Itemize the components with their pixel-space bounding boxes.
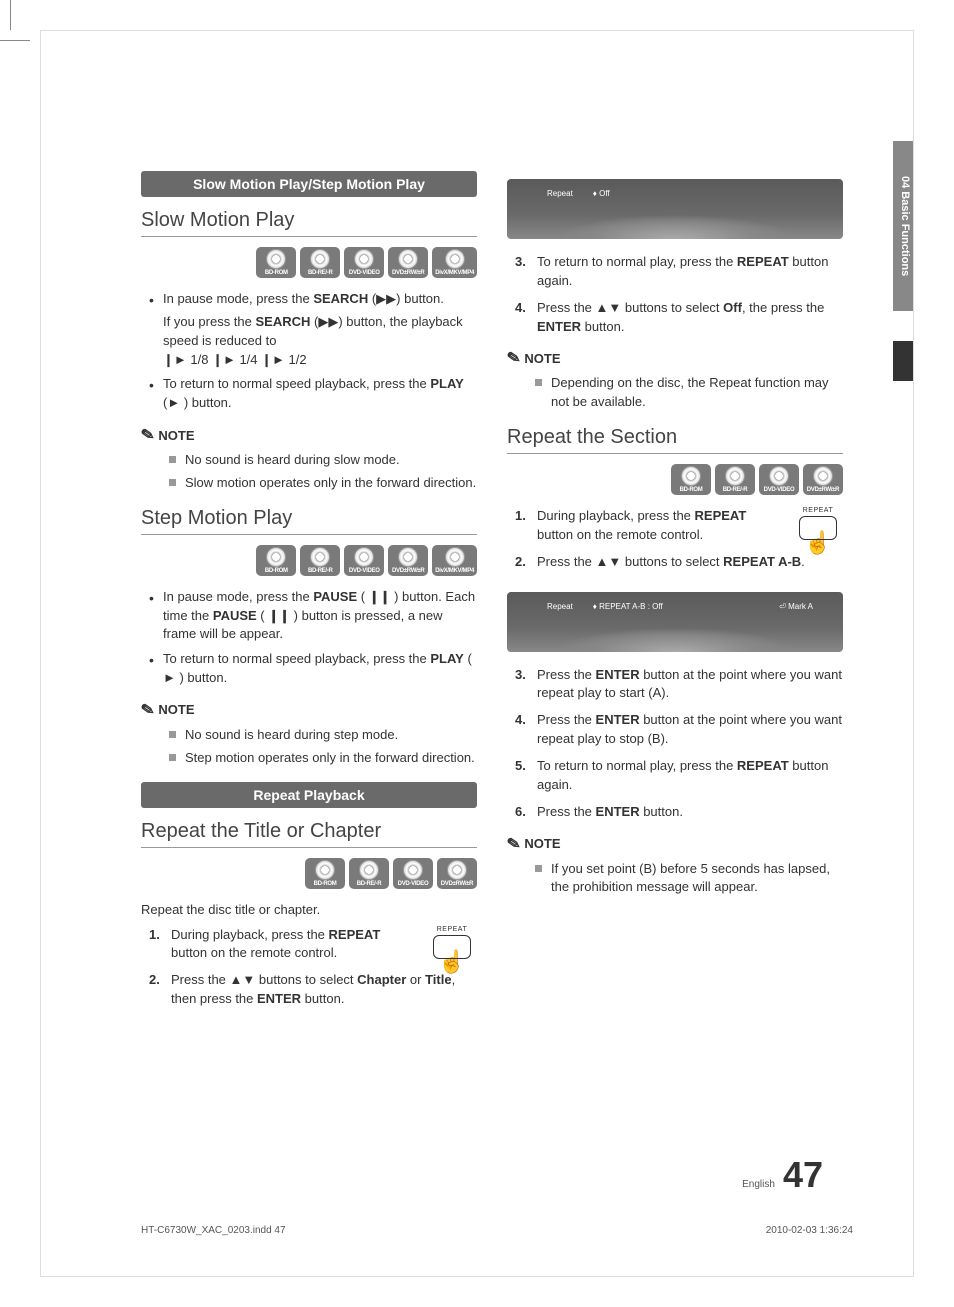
media-badges: BD-ROM BD-RE/-R DVD-VIDEO DVD±RW/±R [141,858,477,889]
bullet: In pause mode, press the SEARCH (▶▶) but… [149,290,477,369]
step: 2.Press the ▲▼ buttons to select Chapter… [149,971,477,1009]
manual-page: 04 Basic Functions Slow Motion Play/Step… [40,30,914,1277]
divider [141,236,477,237]
heading-repeat-title: Repeat the Title or Chapter [141,820,477,843]
updown-icon: ▲▼ [596,554,622,569]
footer-file: HT-C6730W_XAC_0203.indd 47 [141,1225,286,1236]
media-badges: BD-ROM BD-RE/-R DVD-VIDEO DVD±RW/±R DivX… [141,545,477,576]
note-item: No sound is heard during step mode. [169,726,477,745]
badge-bdre: BD-RE/-R [349,858,389,889]
badge-bdre: BD-RE/-R [715,464,755,495]
divider [141,847,477,848]
fast-forward-icon: ▶▶ [318,314,338,329]
note-icon: ✎ [139,699,156,721]
osd-display: Repeat♦ REPEAT A-B : Off⏎ Mark A [507,592,843,652]
badge-bdrom: BD-ROM [671,464,711,495]
step: 3.Press the ENTER button at the point wh… [515,666,843,704]
badge-dvdvideo: DVD-VIDEO [759,464,799,495]
note-item: If you set point (B) before 5 seconds ha… [535,860,843,898]
badge-divx: DivX/MKV/MP4 [432,545,477,576]
badge-dvdvideo: DVD-VIDEO [344,247,384,278]
right-column: Repeat♦ Off 3.To return to normal play, … [507,171,843,1021]
step: 6.Press the ENTER button. [515,803,843,822]
pause-icon: ❙❙ [369,589,391,604]
note-item: No sound is heard during slow mode. [169,451,477,470]
step: 3.To return to normal play, press the RE… [515,253,843,291]
osd-display: Repeat♦ Off [507,179,843,239]
badge-dvdrw: DVD±RW/±R [388,247,428,278]
badge-dvdrw: DVD±RW/±R [803,464,843,495]
badge-dvdrw: DVD±RW/±R [388,545,428,576]
step: 1.During playback, press the REPEAT butt… [149,926,477,964]
note-heading: ✎NOTE [141,700,477,720]
heading-slow-motion: Slow Motion Play [141,209,477,232]
badge-bdrom: BD-ROM [305,858,345,889]
step: 2.Press the ▲▼ buttons to select REPEAT … [515,553,843,572]
bullet: To return to normal speed playback, pres… [149,375,477,413]
badge-divx: DivX/MKV/MP4 [432,247,477,278]
updown-icon: ▲▼ [596,300,622,315]
left-column: Slow Motion Play/Step Motion Play Slow M… [141,171,477,1021]
play-icon: ► [163,670,176,685]
heading-step-motion: Step Motion Play [141,507,477,530]
heading-repeat-section: Repeat the Section [507,426,843,449]
footer-lang: English [742,1179,775,1190]
bullet: In pause mode, press the PAUSE ( ❙❙ ) bu… [149,588,477,645]
note-heading: ✎NOTE [507,834,843,854]
chapter-tab-accent [893,341,913,381]
note-heading: ✎NOTE [141,425,477,445]
bullet: To return to normal speed playback, pres… [149,650,477,688]
badge-bdrom: BD-ROM [256,545,296,576]
media-badges: BD-ROM BD-RE/-R DVD-VIDEO DVD±RW/±R DivX… [141,247,477,278]
fast-forward-icon: ▶▶ [376,291,396,306]
intro-text: Repeat the disc title or chapter. [141,901,477,920]
badge-bdre: BD-RE/-R [300,247,340,278]
badge-dvdrw: DVD±RW/±R [437,858,477,889]
updown-icon: ▲▼ [230,972,256,987]
section-bar-repeat: Repeat Playback [141,782,477,808]
note-item: Step motion operates only in the forward… [169,749,477,768]
slow-step-icon: ❙► [163,352,187,367]
badge-bdrom: BD-ROM [256,247,296,278]
section-bar-slowmotion: Slow Motion Play/Step Motion Play [141,171,477,197]
badge-dvdvideo: DVD-VIDEO [393,858,433,889]
step: 5.To return to normal play, press the RE… [515,757,843,795]
footer-date: 2010-02-03 1:36:24 [766,1225,853,1236]
badge-bdre: BD-RE/-R [300,545,340,576]
divider [141,534,477,535]
note-item: Slow motion operates only in the forward… [169,474,477,493]
chapter-tab: 04 Basic Functions [893,141,913,311]
divider [507,453,843,454]
note-heading: ✎NOTE [507,348,843,368]
media-badges: BD-ROM BD-RE/-R DVD-VIDEO DVD±RW/±R [507,464,843,495]
step: 4.Press the ▲▼ buttons to select Off, th… [515,299,843,337]
page-number: 47 [783,1154,823,1196]
note-icon: ✎ [505,832,522,854]
step: 1.During playback, press the REPEAT butt… [515,507,843,545]
step: 4.Press the ENTER button at the point wh… [515,711,843,749]
page-footer: HT-C6730W_XAC_0203.indd 47 English 47 20… [141,1225,853,1236]
badge-dvdvideo: DVD-VIDEO [344,545,384,576]
note-icon: ✎ [505,347,522,369]
pause-icon: ❙❙ [268,608,290,623]
note-item: Depending on the disc, the Repeat functi… [535,374,843,412]
note-icon: ✎ [139,424,156,446]
play-icon: ► [167,395,180,410]
